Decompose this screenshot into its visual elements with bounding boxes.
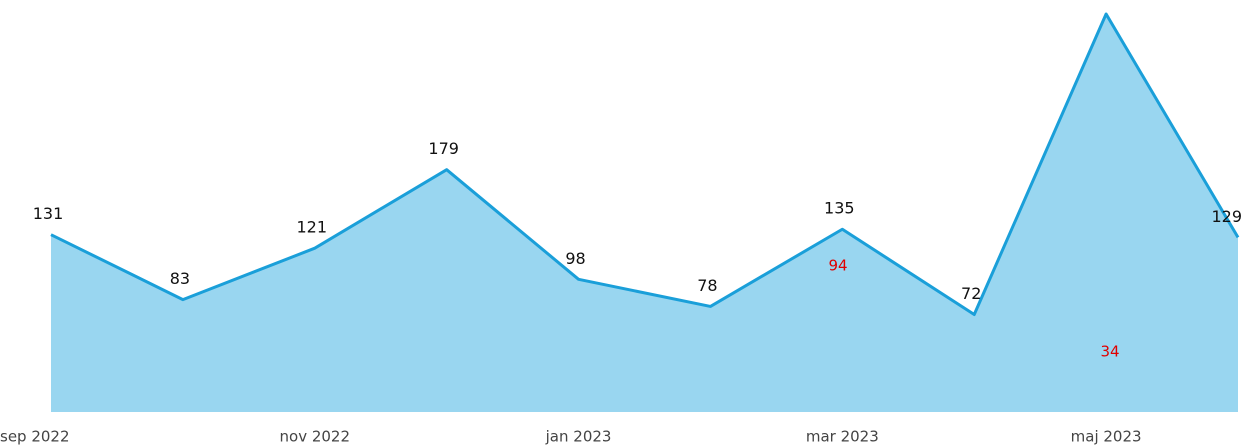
data-label: 129 <box>1211 207 1242 226</box>
data-label: 83 <box>170 269 190 288</box>
area-fill <box>51 14 1238 412</box>
data-label: 98 <box>565 249 585 268</box>
data-label: 121 <box>297 218 328 237</box>
area-line <box>50 12 1240 317</box>
x-tick-label: nov 2022 <box>280 428 351 446</box>
data-label: 179 <box>428 139 459 158</box>
data-label: 78 <box>697 276 717 295</box>
x-tick-label: maj 2023 <box>1071 428 1142 446</box>
x-tick-label: jan 2023 <box>545 428 612 446</box>
x-tick-label: sep 2022 <box>0 428 70 446</box>
annotation: 34 <box>1100 343 1119 361</box>
data-label: 72 <box>961 284 981 303</box>
data-label: 135 <box>824 199 855 218</box>
data-label: 294 <box>1088 0 1119 3</box>
x-tick-label: mar 2023 <box>806 428 879 446</box>
data-label: 131 <box>33 204 64 223</box>
annotation: 94 <box>828 257 847 275</box>
